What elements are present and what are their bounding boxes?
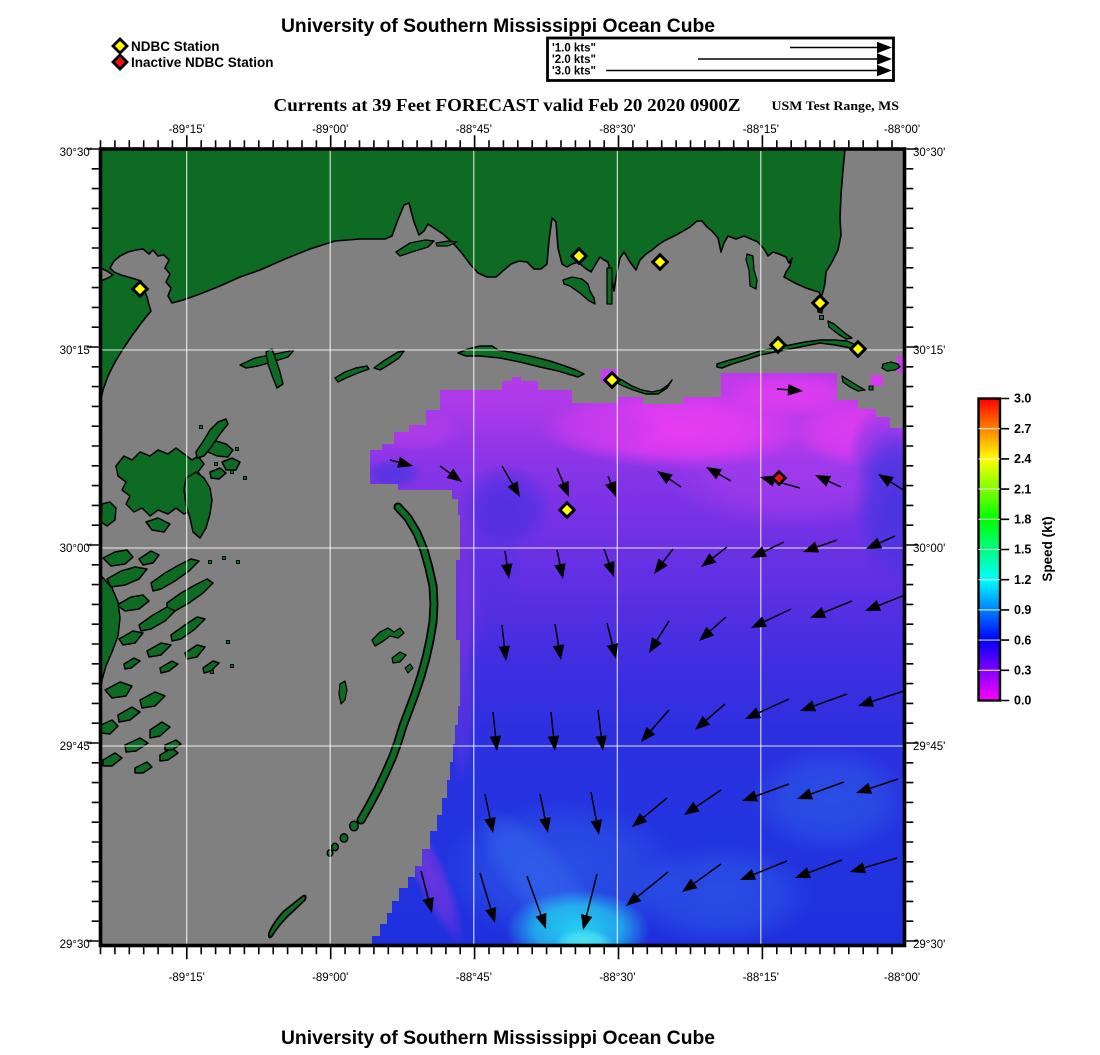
svg-text:-89°00': -89°00' (312, 972, 348, 984)
svg-text:30°00': 30°00' (913, 543, 945, 555)
svg-text:1.8: 1.8 (1014, 513, 1031, 527)
svg-text:-89°00': -89°00' (312, 124, 348, 136)
svg-text:2.7: 2.7 (1014, 422, 1031, 436)
svg-text:-88°45': -88°45' (456, 124, 492, 136)
svg-text:29°30': 29°30' (913, 939, 945, 951)
svg-text:Currents at 39 Feet FORECAST v: Currents at 39 Feet FORECAST valid Feb 2… (274, 95, 741, 115)
svg-text:2.4: 2.4 (1014, 452, 1031, 466)
svg-text:30°00': 30°00' (60, 543, 92, 555)
svg-text:-88°00': -88°00' (884, 972, 920, 984)
svg-text:NDBC Station: NDBC Station (131, 39, 220, 54)
svg-text:Speed (kt): Speed (kt) (1040, 516, 1055, 581)
svg-text:University of Southern Mississ: University of Southern Mississippi Ocean… (281, 1028, 715, 1049)
svg-text:0.0: 0.0 (1014, 694, 1031, 708)
svg-text:-89°15': -89°15' (169, 972, 205, 984)
svg-text:-88°00': -88°00' (884, 124, 920, 136)
svg-text:-89°15': -89°15' (169, 124, 205, 136)
svg-text:3.0: 3.0 (1014, 392, 1031, 406)
svg-text:1.2: 1.2 (1014, 573, 1031, 587)
svg-text:'2.0 kts": '2.0 kts" (552, 54, 596, 66)
svg-text:-88°15': -88°15' (743, 972, 779, 984)
svg-text:-88°45': -88°45' (456, 972, 492, 984)
svg-text:30°30': 30°30' (913, 147, 945, 159)
svg-text:USM Test Range, MS: USM Test Range, MS (772, 98, 900, 113)
svg-text:29°45': 29°45' (913, 741, 945, 753)
svg-text:29°45': 29°45' (60, 741, 92, 753)
svg-text:Inactive NDBC Station: Inactive NDBC Station (131, 55, 274, 70)
svg-text:'3.0 kts": '3.0 kts" (552, 66, 596, 78)
svg-text:0.3: 0.3 (1014, 664, 1031, 678)
svg-text:30°15': 30°15' (913, 345, 945, 357)
svg-text:0.9: 0.9 (1014, 603, 1031, 617)
svg-text:'1.0 kts": '1.0 kts" (552, 43, 596, 55)
svg-text:-88°15': -88°15' (743, 124, 779, 136)
svg-text:-88°30': -88°30' (599, 124, 635, 136)
svg-text:30°30': 30°30' (60, 147, 92, 159)
svg-text:-88°30': -88°30' (599, 972, 635, 984)
svg-text:2.1: 2.1 (1014, 482, 1031, 496)
svg-text:0.6: 0.6 (1014, 633, 1031, 647)
svg-text:29°30': 29°30' (60, 939, 92, 951)
svg-text:1.5: 1.5 (1014, 543, 1031, 557)
svg-text:University of Southern Mississ: University of Southern Mississippi Ocean… (281, 16, 715, 37)
svg-text:30°15': 30°15' (60, 345, 92, 357)
